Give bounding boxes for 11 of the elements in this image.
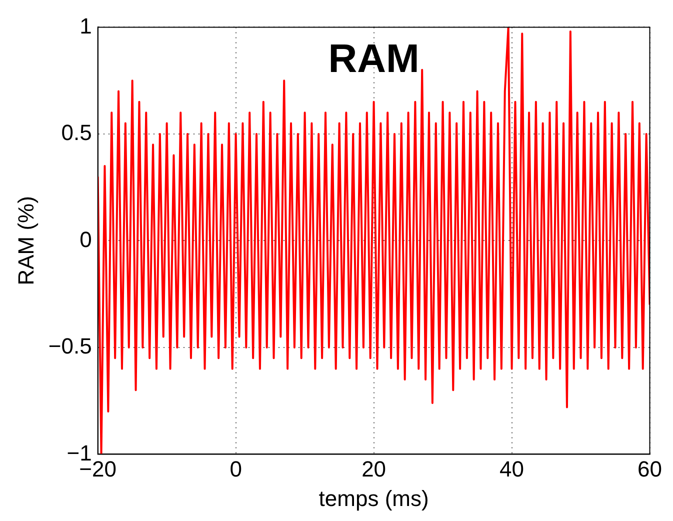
- x-tick-label: 0: [230, 456, 242, 482]
- x-axis-title: temps (ms): [318, 486, 429, 511]
- chart-title: RAM: [328, 37, 420, 82]
- x-tick-label: 60: [638, 456, 662, 482]
- y-tick-label: −0.5: [48, 334, 92, 359]
- y-tick-label: 1: [80, 13, 92, 38]
- y-tick-label: 0.5: [61, 120, 92, 146]
- y-axis-title: RAM (%): [13, 196, 38, 286]
- x-tick-label: 40: [500, 456, 524, 482]
- y-tick-label: 0: [80, 226, 92, 252]
- x-tick-label: 20: [362, 456, 386, 482]
